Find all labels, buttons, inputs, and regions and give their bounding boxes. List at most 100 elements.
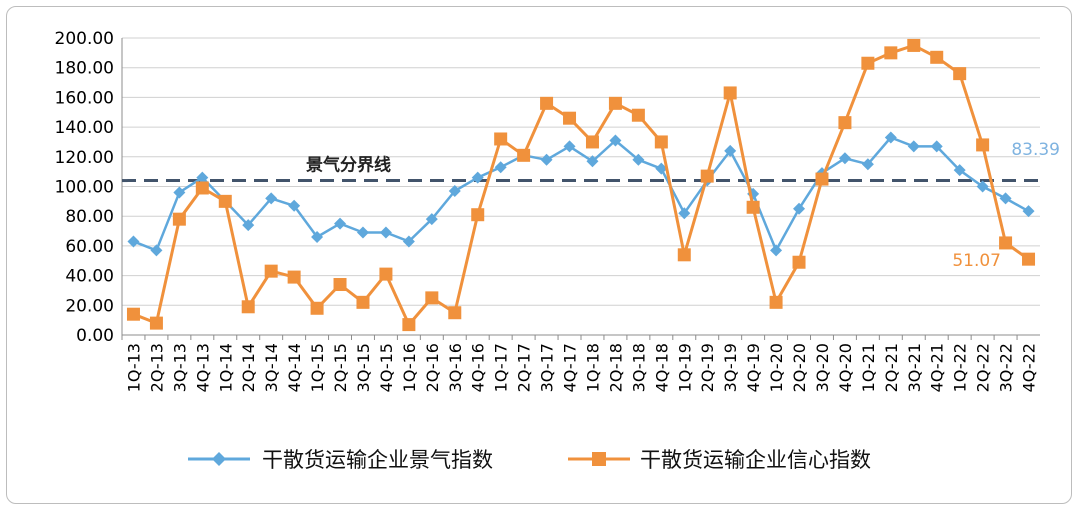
- x-tick-label: 1Q-14: [216, 343, 235, 392]
- annotations-group: 83.39 51.07: [952, 140, 1060, 271]
- x-tick-label: 2Q-16: [423, 343, 442, 392]
- x-tick-label: 3Q-22: [997, 343, 1016, 392]
- x-tick-label: 4Q-13: [193, 343, 212, 392]
- data-point-diamond: [402, 235, 415, 248]
- data-point-diamond: [494, 161, 507, 174]
- data-point-diamond: [425, 213, 438, 226]
- legend-label-1: 干散货运输企业景气指数: [262, 448, 493, 472]
- x-tick-label: 1Q-15: [308, 343, 327, 392]
- data-point-diamond: [127, 235, 140, 248]
- data-point-square: [218, 194, 232, 208]
- x-tick-label: 1Q-17: [492, 343, 511, 392]
- data-label: 83.39: [1011, 140, 1060, 160]
- data-point-square: [471, 208, 485, 222]
- data-point-diamond: [632, 153, 645, 166]
- data-point-square: [654, 135, 668, 149]
- x-tick-label: 1Q-20: [767, 343, 786, 392]
- y-tick-label: 80.00: [65, 207, 114, 227]
- series-line-1: [133, 136, 1030, 252]
- x-tick-label: 1Q-21: [859, 343, 878, 392]
- data-point-square: [815, 172, 829, 186]
- data-point-diamond: [930, 140, 943, 153]
- data-point-square: [999, 236, 1013, 250]
- series-line-2: [132, 43, 1030, 327]
- data-point-square: [540, 96, 554, 110]
- data-point-diamond: [609, 134, 622, 147]
- data-point-diamond: [1022, 205, 1035, 218]
- data-point-square: [861, 56, 875, 70]
- x-axis-ticks: 1Q-13 2Q-13 3Q-13 4Q-13 1Q-14 2Q-14 3Q-14 4Q-14…: [121, 335, 1039, 392]
- x-tick-label: 1Q-19: [675, 343, 694, 392]
- data-point-diamond: [540, 153, 553, 166]
- data-point-square: [631, 108, 645, 122]
- data-point-diamond: [379, 226, 392, 239]
- y-tick-label: 140.00: [55, 118, 114, 138]
- data-point-diamond: [265, 192, 278, 205]
- data-point-square: [356, 295, 370, 309]
- data-point-diamond: [471, 171, 484, 184]
- data-point-square: [264, 264, 278, 278]
- chart-frame: [6, 6, 1072, 504]
- data-point-square: [976, 138, 990, 152]
- data-point-square: [838, 116, 852, 130]
- y-tick-label: 200.00: [55, 29, 114, 49]
- data-point-square: [241, 300, 255, 314]
- data-point-square: [608, 96, 622, 110]
- data-point-diamond: [150, 244, 163, 257]
- data-point-diamond: [173, 186, 186, 199]
- x-tick-label: 4Q-19: [744, 343, 763, 392]
- legend-marker-diamond: [212, 452, 226, 466]
- x-tick-label: 3Q-15: [354, 343, 373, 392]
- data-point-square: [310, 301, 324, 315]
- y-tick-label: 120.00: [55, 148, 114, 168]
- data-label: 51.07: [952, 251, 1001, 271]
- x-tick-label: 4Q-15: [377, 343, 396, 392]
- x-tick-label: 1Q-13: [124, 343, 143, 392]
- data-point-square: [494, 132, 508, 146]
- data-point-diamond: [884, 131, 897, 144]
- legend-label-2: 干散货运输企业信心指数: [640, 448, 871, 472]
- data-point-square: [149, 316, 163, 330]
- legend: 干散货运输企业景气指数 干散货运输企业信心指数: [188, 448, 871, 472]
- data-point-square: [287, 270, 301, 284]
- data-point-square: [723, 86, 737, 100]
- x-tick-label: 2Q-13: [147, 343, 166, 392]
- x-tick-label: 2Q-20: [790, 343, 809, 392]
- data-point-square: [379, 267, 393, 281]
- data-point-diamond: [838, 152, 851, 165]
- data-point-square: [585, 135, 599, 149]
- y-tick-label: 100.00: [55, 178, 114, 198]
- x-tick-label: 3Q-13: [170, 343, 189, 392]
- data-point-square: [907, 38, 921, 52]
- x-tick-label: 3Q-21: [905, 343, 924, 392]
- x-tick-label: 2Q-22: [974, 343, 993, 392]
- x-tick-label: 2Q-17: [515, 343, 534, 392]
- x-tick-label: 4Q-17: [561, 343, 580, 392]
- x-tick-label: 4Q-20: [836, 343, 855, 392]
- legend-marker-square: [592, 452, 606, 466]
- data-point-square: [195, 181, 209, 195]
- x-tick-label: 2Q-14: [239, 343, 258, 392]
- data-point-square: [126, 307, 140, 321]
- data-point-diamond: [586, 155, 599, 168]
- x-tick-label: 4Q-16: [469, 343, 488, 392]
- data-point-diamond: [288, 199, 301, 212]
- x-tick-label: 4Q-18: [652, 343, 671, 392]
- y-tick-label: 40.00: [65, 267, 114, 287]
- x-tick-label: 1Q-18: [583, 343, 602, 392]
- x-tick-label: 4Q-14: [285, 343, 304, 392]
- gridlines: [121, 37, 1040, 336]
- data-point-square: [746, 200, 760, 214]
- x-tick-label: 1Q-22: [951, 343, 970, 392]
- data-point-square: [884, 46, 898, 60]
- data-point-diamond: [724, 144, 737, 157]
- y-tick-label: 20.00: [65, 296, 114, 316]
- data-point-square: [517, 148, 531, 162]
- data-point-diamond: [242, 219, 255, 232]
- x-tick-label: 4Q-22: [1020, 343, 1039, 392]
- x-tick-label: 1Q-16: [400, 343, 419, 392]
- x-tick-label: 2Q-18: [606, 343, 625, 392]
- data-point-square: [563, 111, 577, 125]
- x-tick-label: 2Q-15: [331, 343, 350, 392]
- data-point-square: [930, 50, 944, 64]
